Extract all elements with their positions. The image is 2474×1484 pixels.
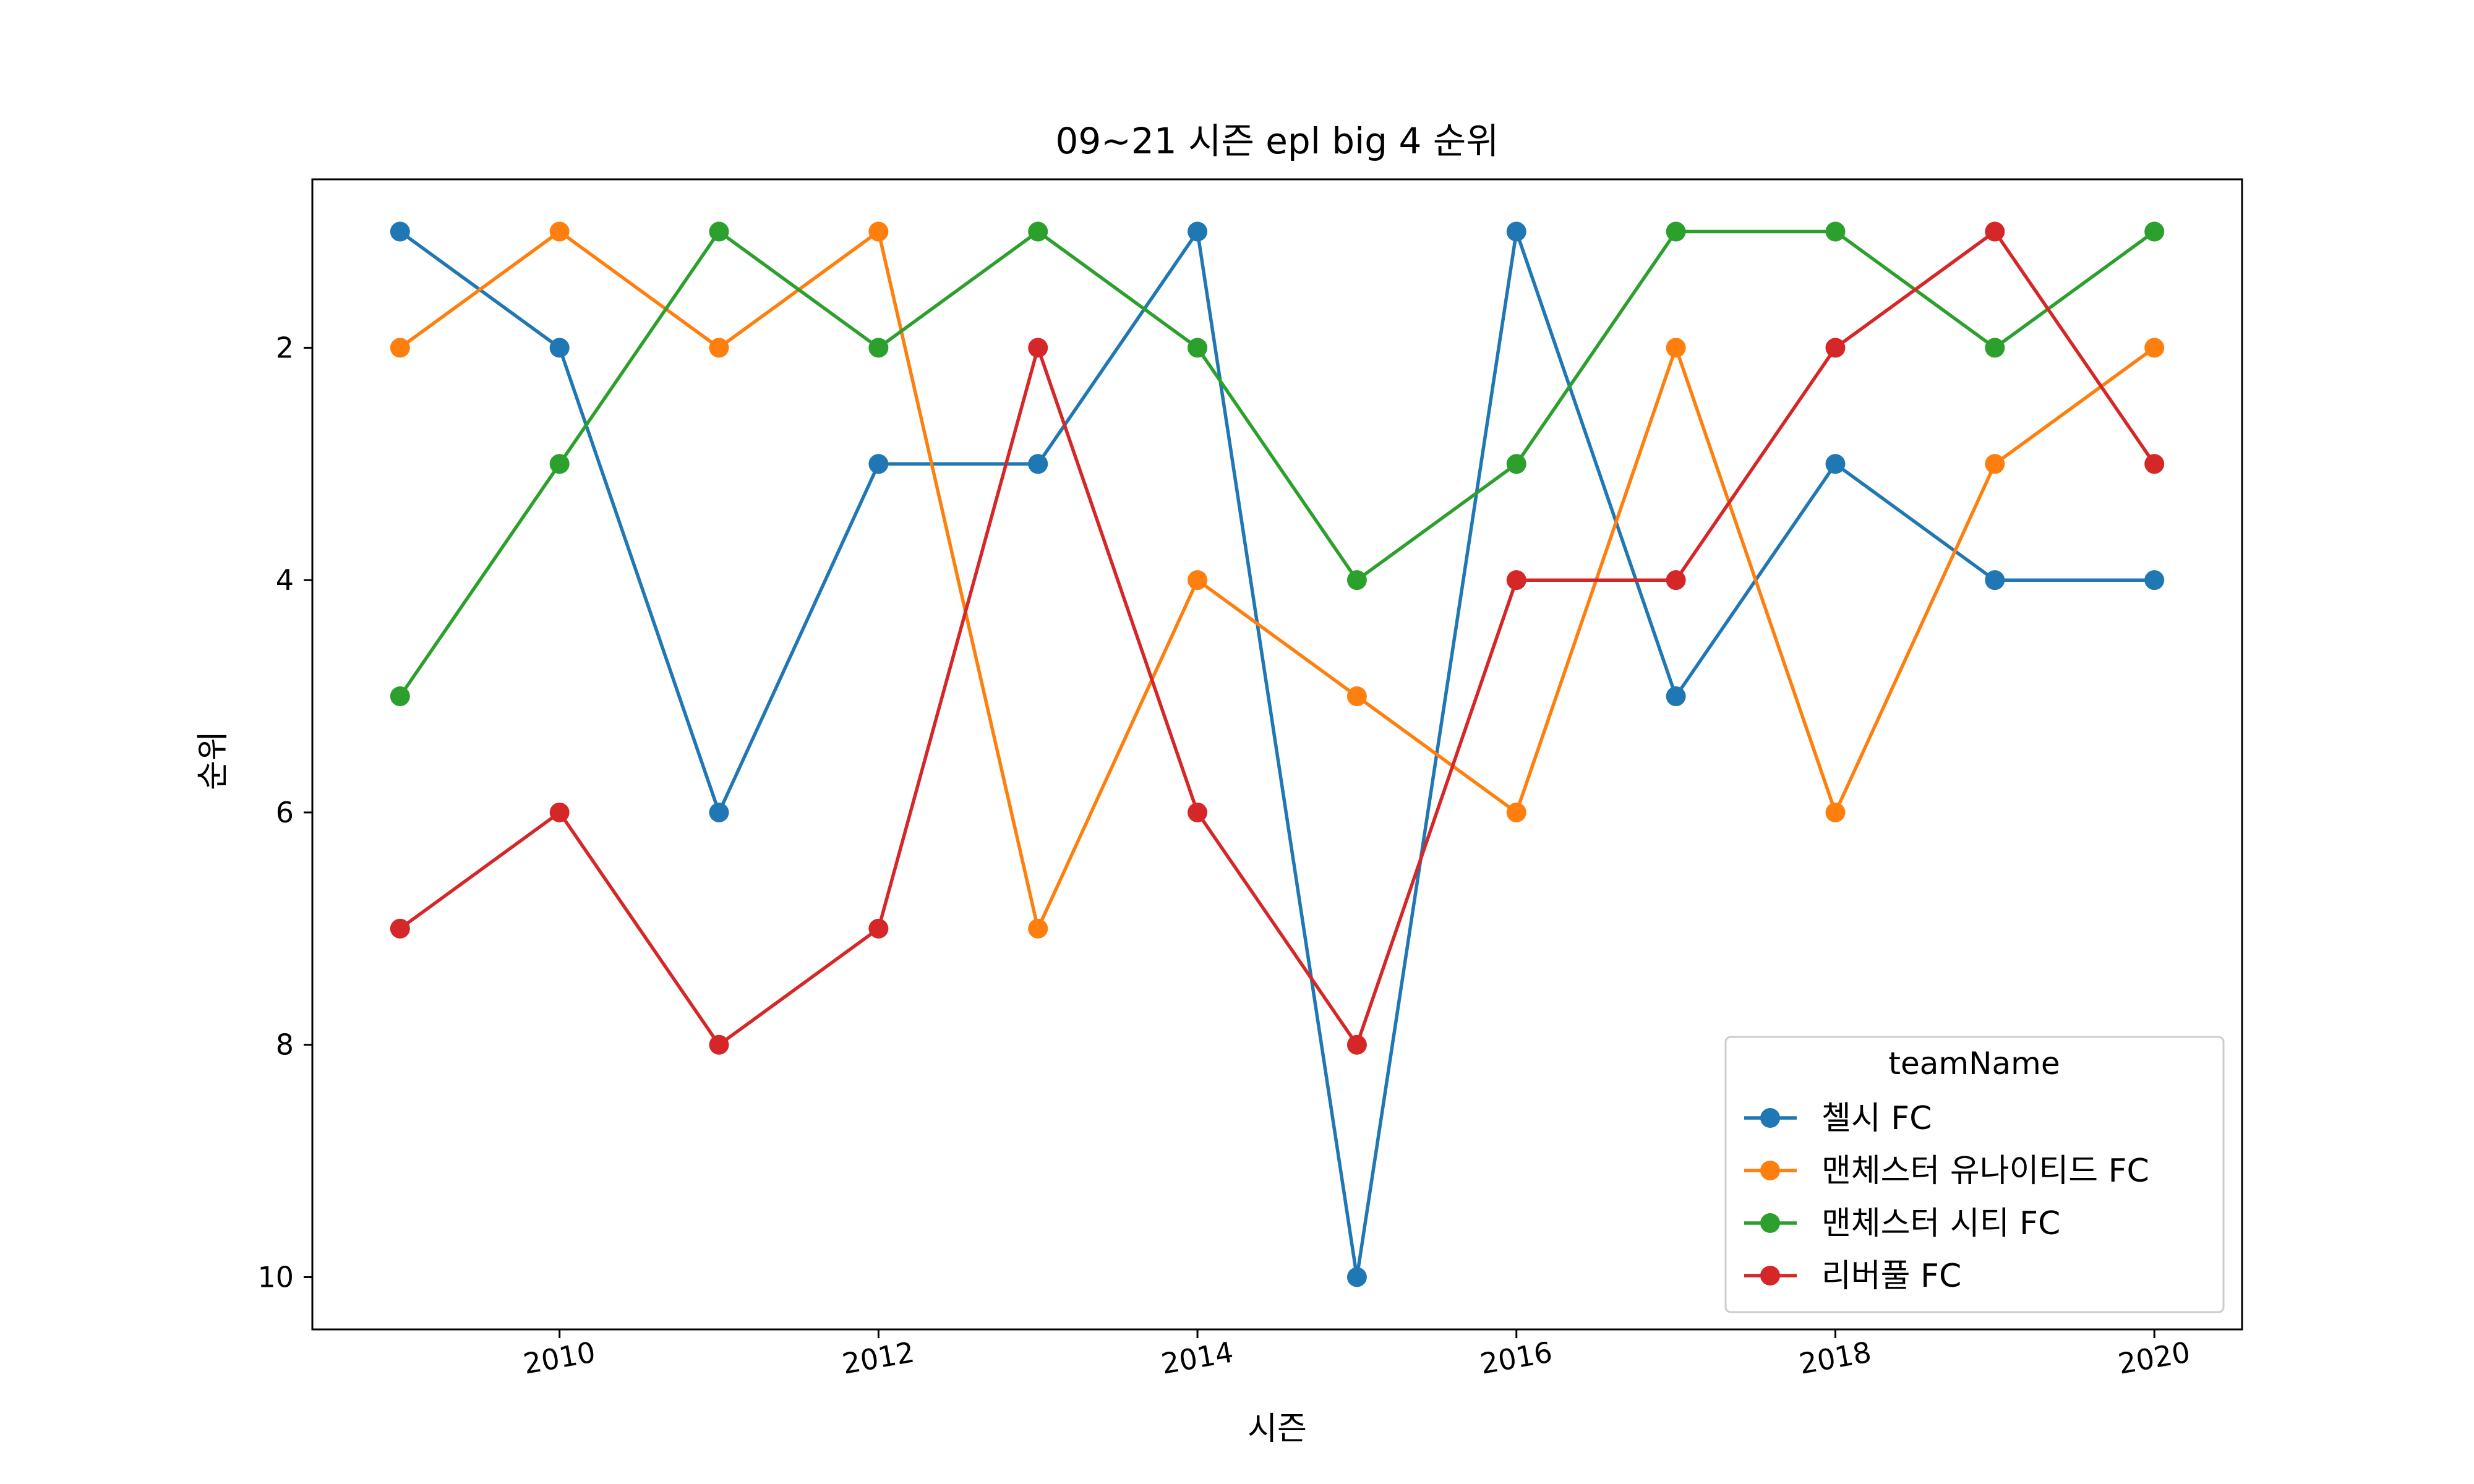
data-point-0-8 bbox=[1666, 686, 1686, 707]
data-point-2-10 bbox=[1985, 338, 2005, 358]
data-point-0-1 bbox=[549, 338, 570, 358]
y-axis-label: 순위 bbox=[195, 731, 232, 790]
plot-area: 2010 2012 2014 2016 2018 2020 2 4 6 8 10 bbox=[257, 178, 2243, 1381]
data-point-3-11 bbox=[2144, 454, 2165, 474]
data-point-3-2 bbox=[709, 1034, 729, 1055]
legend-label-2: 맨체스터 시티 FC bbox=[1821, 1205, 2060, 1242]
data-point-2-9 bbox=[1825, 221, 1846, 242]
data-point-3-7 bbox=[1506, 570, 1526, 591]
data-point-0-7 bbox=[1506, 221, 1526, 242]
legend-label-1: 맨체스터 유나이티드 FC bbox=[1821, 1153, 2149, 1190]
data-point-2-0 bbox=[390, 686, 410, 707]
data-point-3-6 bbox=[1346, 1034, 1367, 1055]
x-tick-label: 2012 bbox=[840, 1335, 917, 1381]
data-point-0-5 bbox=[1188, 221, 1208, 242]
data-point-0-11 bbox=[2144, 570, 2165, 591]
data-point-1-4 bbox=[1028, 918, 1048, 939]
data-point-1-8 bbox=[1666, 338, 1686, 358]
data-point-1-7 bbox=[1506, 802, 1526, 822]
x-tick-label: 2014 bbox=[1158, 1335, 1236, 1381]
data-point-3-3 bbox=[868, 918, 889, 939]
data-point-0-10 bbox=[1985, 570, 2005, 591]
chart-title: 09~21 시즌 epl big 4 순위 bbox=[1055, 120, 1499, 162]
data-point-2-8 bbox=[1666, 221, 1686, 242]
data-point-2-3 bbox=[868, 338, 889, 358]
data-point-1-6 bbox=[1346, 686, 1367, 707]
data-point-0-3 bbox=[868, 454, 889, 474]
data-point-1-0 bbox=[390, 338, 410, 358]
data-point-1-2 bbox=[709, 338, 729, 358]
data-point-0-0 bbox=[390, 221, 410, 242]
data-point-0-2 bbox=[709, 802, 729, 822]
legend-label-0: 첼시 FC bbox=[1821, 1100, 1932, 1137]
x-tick-label: 2016 bbox=[1478, 1335, 1555, 1381]
x-tick-label: 2020 bbox=[2115, 1335, 2193, 1381]
legend-swatch-marker-0 bbox=[1760, 1108, 1780, 1128]
series-line-2 bbox=[398, 229, 2156, 698]
data-point-3-5 bbox=[1188, 802, 1208, 822]
y-tick-label: 8 bbox=[276, 1028, 294, 1062]
legend-label-3: 리버풀 FC bbox=[1821, 1258, 1961, 1295]
data-point-2-5 bbox=[1188, 338, 1208, 358]
data-point-0-6 bbox=[1346, 1267, 1367, 1287]
data-point-3-8 bbox=[1666, 570, 1686, 591]
legend-swatch-marker-3 bbox=[1760, 1266, 1780, 1286]
plot-frame bbox=[311, 178, 2243, 1331]
data-point-2-7 bbox=[1506, 454, 1526, 474]
data-point-3-9 bbox=[1825, 338, 1846, 358]
data-point-1-1 bbox=[549, 221, 570, 242]
x-tick-label: 2010 bbox=[521, 1335, 598, 1381]
data-point-1-5 bbox=[1188, 570, 1208, 591]
y-tick-label: 6 bbox=[276, 796, 294, 829]
series-line-1 bbox=[398, 229, 2156, 931]
data-point-3-0 bbox=[390, 918, 410, 939]
x-tick-label: 2018 bbox=[1797, 1335, 1874, 1381]
data-point-1-10 bbox=[1985, 454, 2005, 474]
data-point-2-4 bbox=[1028, 221, 1048, 242]
data-point-1-3 bbox=[868, 221, 889, 242]
data-point-0-4 bbox=[1028, 454, 1048, 474]
y-tick-label: 2 bbox=[276, 331, 294, 364]
legend-swatch-marker-1 bbox=[1760, 1161, 1780, 1180]
data-point-2-11 bbox=[2144, 221, 2165, 242]
data-point-0-9 bbox=[1825, 454, 1846, 474]
data-point-2-1 bbox=[549, 454, 570, 474]
series-line-3 bbox=[398, 229, 2156, 1047]
y-tick-label: 10 bbox=[257, 1260, 294, 1294]
data-point-1-11 bbox=[2144, 338, 2165, 358]
data-point-2-6 bbox=[1346, 570, 1367, 591]
x-axis-label: 시즌 bbox=[1248, 1410, 1307, 1448]
data-point-1-9 bbox=[1825, 802, 1846, 822]
legend-swatch-marker-2 bbox=[1760, 1213, 1780, 1233]
data-point-3-10 bbox=[1985, 221, 2005, 242]
legend-title: teamName bbox=[1888, 1046, 2060, 1081]
series-line-0 bbox=[398, 229, 2156, 1279]
y-tick-label: 4 bbox=[276, 563, 294, 597]
legend-box bbox=[1724, 1036, 2225, 1313]
data-point-2-2 bbox=[709, 221, 729, 242]
legend: teamName 첼시 FC 맨체스터 유나이티드 FC 맨체스터 시티 FC 리버풀… bbox=[1724, 1036, 2225, 1313]
data-point-3-4 bbox=[1028, 338, 1048, 358]
data-point-3-1 bbox=[549, 802, 570, 822]
